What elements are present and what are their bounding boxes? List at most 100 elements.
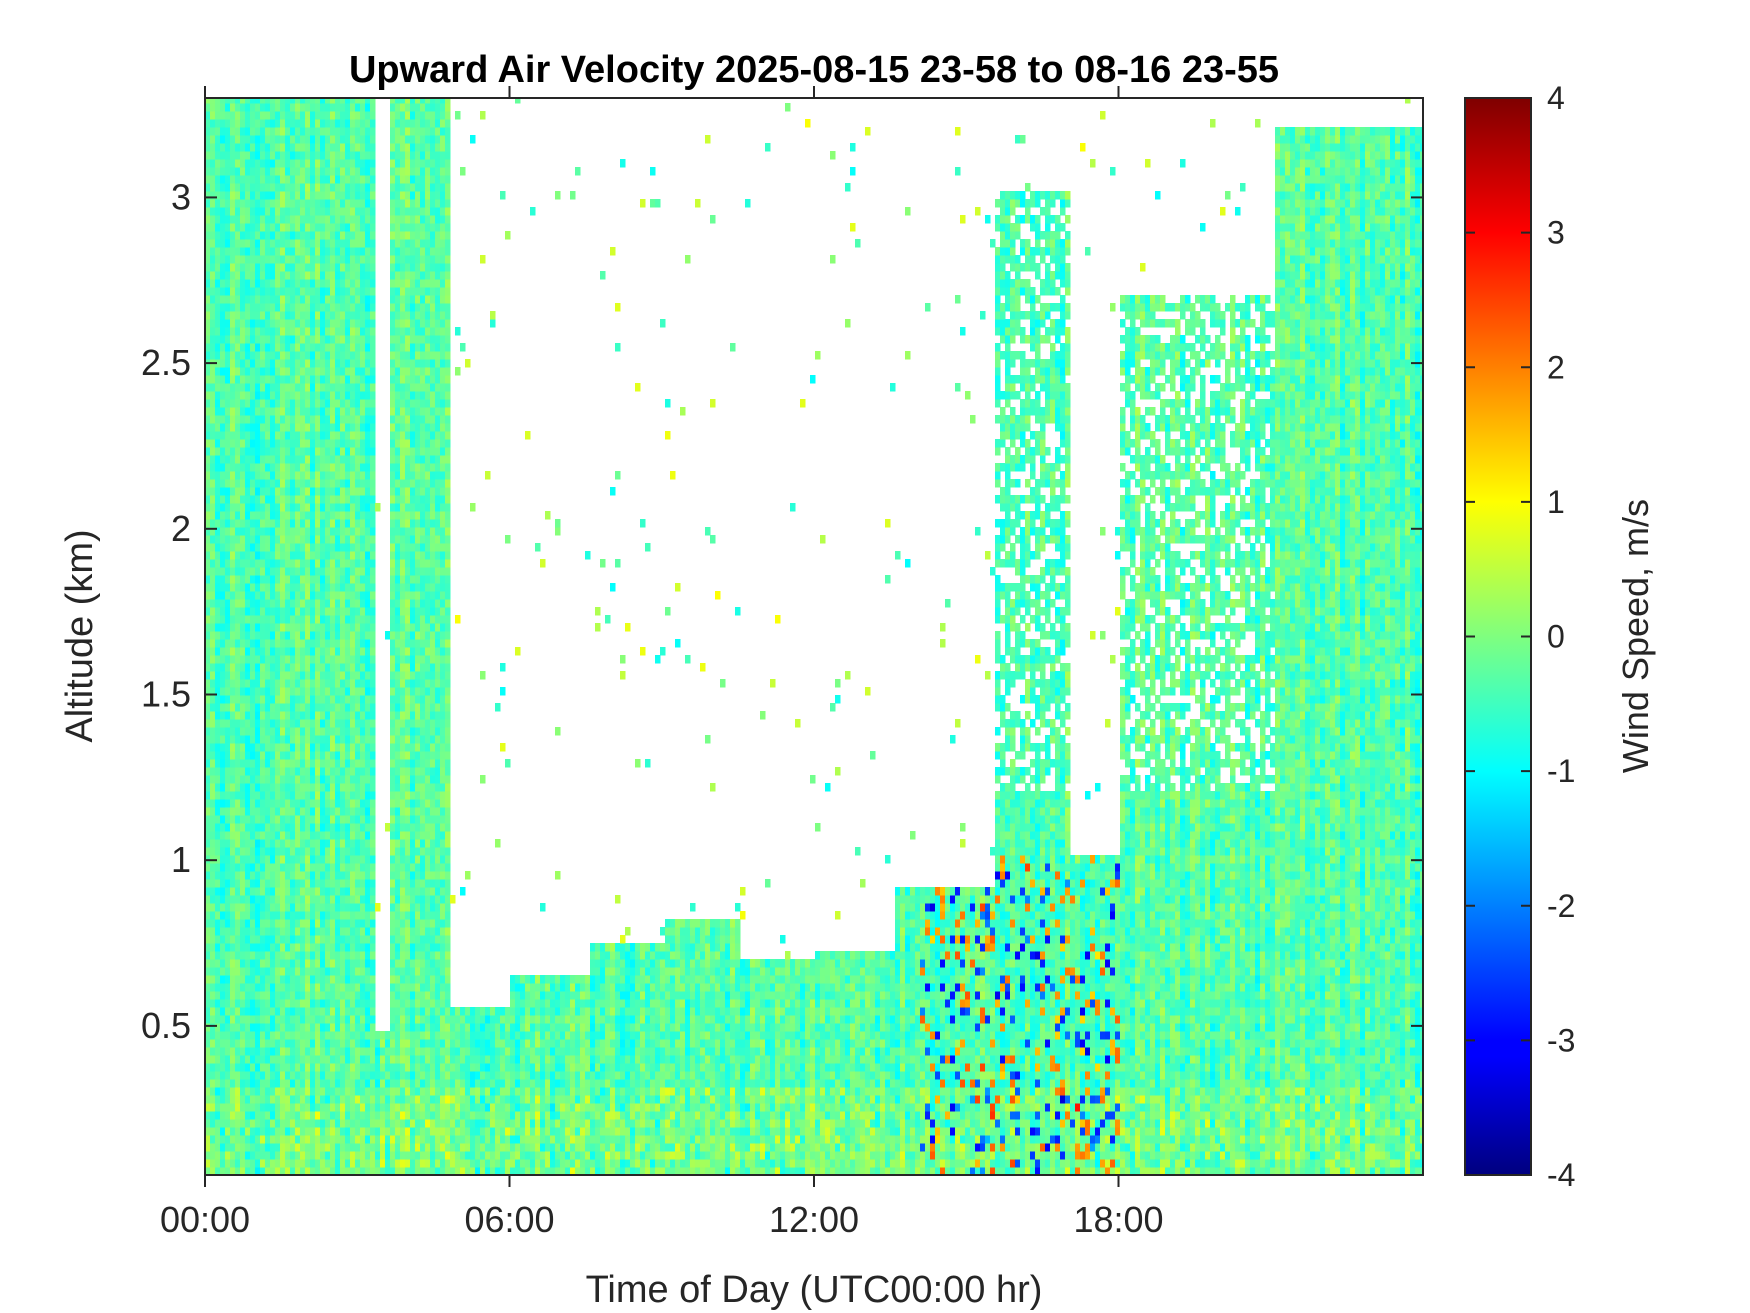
- heatmap-cell: [315, 1071, 321, 1080]
- heatmap-cell: [265, 687, 271, 696]
- heatmap-cell: [360, 655, 366, 664]
- heatmap-cell: [390, 271, 396, 280]
- heatmap-cell: [290, 495, 296, 504]
- heatmap-cell: [310, 511, 316, 520]
- heatmap-cell: [390, 471, 396, 480]
- heatmap-cell: [230, 895, 236, 904]
- heatmap-cell: [315, 575, 321, 584]
- heatmap-cell: [220, 199, 226, 208]
- heatmap-cell: [365, 319, 371, 328]
- heatmap-cell: [335, 743, 341, 752]
- heatmap-cell: [250, 415, 256, 424]
- heatmap-cell: [330, 1111, 336, 1120]
- heatmap-cell: [215, 783, 221, 792]
- heatmap-cell: [240, 519, 246, 528]
- heatmap-cell: [360, 271, 366, 280]
- heatmap-cell: [325, 575, 331, 584]
- heatmap-cell: [255, 639, 261, 648]
- heatmap-cell: [235, 1119, 241, 1128]
- heatmap-cell: [395, 1063, 401, 1072]
- heatmap-cell: [220, 639, 226, 648]
- heatmap-cell: [340, 943, 346, 952]
- heatmap-cell: [395, 567, 401, 576]
- heatmap-cell: [365, 687, 371, 696]
- heatmap-cell: [340, 559, 346, 568]
- heatmap-cell: [225, 1063, 231, 1072]
- heatmap-cell: [235, 207, 241, 216]
- heatmap-cell: [275, 679, 281, 688]
- heatmap-cell: [235, 399, 241, 408]
- heatmap-cell: [335, 871, 341, 880]
- heatmap-cell: [325, 1111, 331, 1120]
- heatmap-cell: [295, 511, 301, 520]
- heatmap-cell: [390, 383, 396, 392]
- heatmap-cell: [255, 943, 261, 952]
- heatmap-cell: [375, 1143, 381, 1152]
- heatmap-cell: [245, 935, 251, 944]
- heatmap-cell: [315, 279, 321, 288]
- heatmap-cell: [340, 375, 346, 384]
- heatmap-cell: [300, 943, 306, 952]
- heatmap-cell: [225, 1039, 231, 1048]
- heatmap-cell: [335, 191, 341, 200]
- heatmap-cell: [215, 575, 221, 584]
- heatmap-cell: [260, 383, 266, 392]
- heatmap-cell: [325, 255, 331, 264]
- heatmap-cell: [305, 351, 311, 360]
- heatmap-cell: [225, 663, 231, 672]
- heatmap-cell: [210, 919, 216, 928]
- heatmap-cell: [270, 983, 276, 992]
- heatmap-cell: [210, 551, 216, 560]
- heatmap-cell: [360, 455, 366, 464]
- heatmap-cell: [255, 439, 261, 448]
- heatmap-cell: [365, 231, 371, 240]
- heatmap-cell: [360, 1159, 366, 1168]
- heatmap-cell: [360, 1015, 366, 1024]
- heatmap-cell: [305, 895, 311, 904]
- heatmap-cell: [330, 143, 336, 152]
- heatmap-cell: [245, 983, 251, 992]
- heatmap-cell: [240, 911, 246, 920]
- heatmap-cell: [320, 1047, 326, 1056]
- heatmap-cell: [370, 111, 376, 120]
- heatmap-cell: [220, 999, 226, 1008]
- heatmap-cell: [235, 991, 241, 1000]
- heatmap-cell: [245, 879, 251, 888]
- heatmap-cell: [230, 967, 236, 976]
- heatmap-cell: [305, 167, 311, 176]
- heatmap-cell: [370, 663, 376, 672]
- heatmap-cell: [325, 903, 331, 912]
- heatmap-cell: [270, 247, 276, 256]
- heatmap-cell: [260, 1039, 266, 1048]
- heatmap-cell: [270, 583, 276, 592]
- heatmap-cell: [290, 655, 296, 664]
- heatmap-cell: [285, 351, 291, 360]
- heatmap-cell: [360, 631, 366, 640]
- heatmap-cell: [320, 615, 326, 624]
- heatmap-cell: [360, 919, 366, 928]
- heatmap-cell: [345, 143, 351, 152]
- heatmap-cell: [345, 351, 351, 360]
- heatmap-cell: [235, 1159, 241, 1168]
- heatmap-cell: [265, 759, 271, 768]
- heatmap-cell: [255, 719, 261, 728]
- heatmap-cell: [260, 999, 266, 1008]
- heatmap-cell: [330, 1095, 336, 1104]
- heatmap-cell: [285, 735, 291, 744]
- heatmap-cell: [360, 1071, 366, 1080]
- heatmap-cell: [310, 615, 316, 624]
- heatmap-cell: [260, 415, 266, 424]
- heatmap-cell: [310, 407, 316, 416]
- heatmap-cell: [325, 439, 331, 448]
- heatmap-cell: [325, 799, 331, 808]
- heatmap-cell: [315, 999, 321, 1008]
- heatmap-cell: [290, 863, 296, 872]
- heatmap-cell: [390, 247, 396, 256]
- heatmap-cell: [315, 175, 321, 184]
- heatmap-cell: [300, 983, 306, 992]
- heatmap-cell: [340, 255, 346, 264]
- heatmap-cell: [280, 631, 286, 640]
- heatmap-cell: [395, 1015, 401, 1024]
- heatmap-cell: [320, 311, 326, 320]
- heatmap-cell: [260, 111, 266, 120]
